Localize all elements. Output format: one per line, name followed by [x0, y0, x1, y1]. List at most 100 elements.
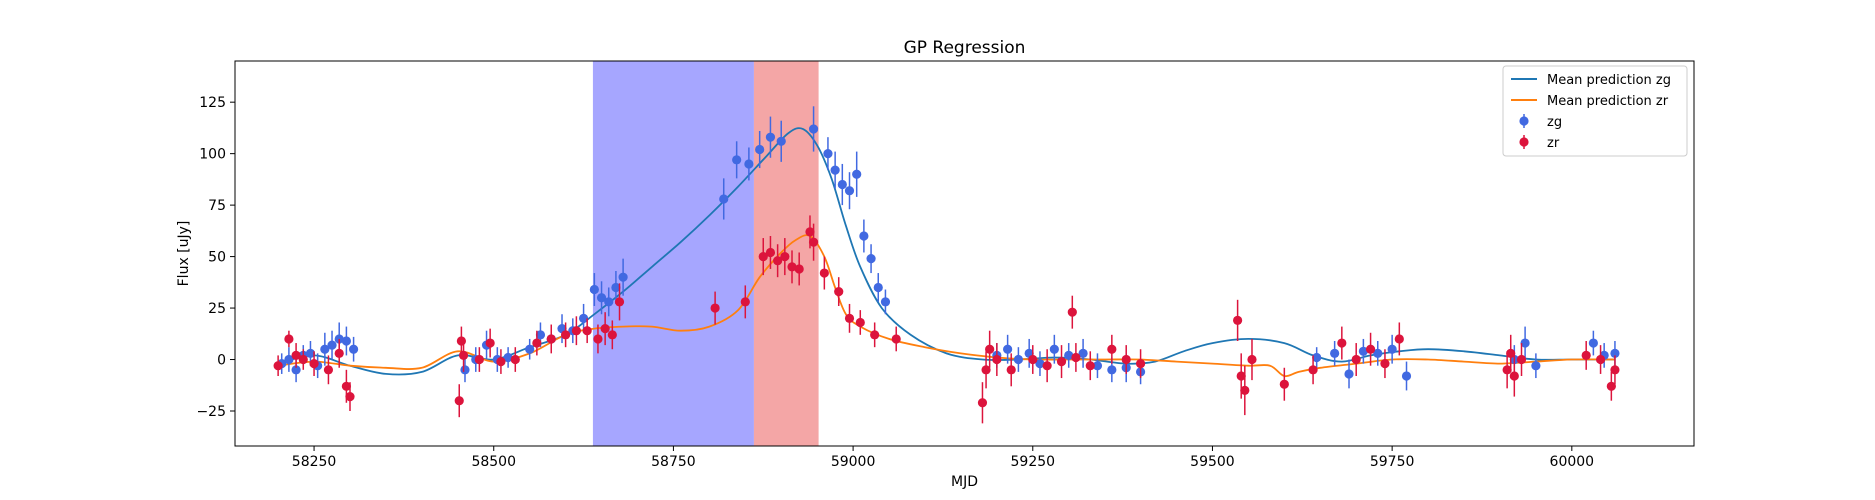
zg-marker: [873, 282, 883, 293]
zr-point: [794, 252, 804, 286]
zr-marker: [1337, 338, 1347, 348]
zr-point: [1067, 295, 1077, 329]
zr-marker: [1509, 371, 1519, 381]
zr-marker: [891, 334, 901, 344]
zr-marker: [1595, 354, 1606, 365]
zg-marker: [1035, 359, 1045, 369]
legend-swatch-zr: [1519, 135, 1529, 149]
zr-marker: [1085, 361, 1095, 371]
legend-label-mean-zg: Mean prediction zg: [1547, 73, 1671, 88]
plot-frame: [234, 60, 1695, 447]
zg-point: [1078, 338, 1088, 368]
zr-point: [891, 326, 901, 352]
zg-point: [1330, 341, 1340, 366]
zr-marker: [532, 338, 542, 348]
zr-point: [1085, 351, 1095, 381]
zr-point: [614, 283, 625, 321]
zr-marker: [834, 286, 844, 297]
zr-marker: [844, 313, 855, 323]
zr-marker: [510, 354, 520, 365]
zg-marker: [1078, 348, 1088, 358]
zr-marker: [496, 356, 506, 367]
zr-marker: [607, 330, 617, 340]
zr-point: [273, 355, 283, 376]
zg-marker: [852, 169, 862, 179]
x-axis-label: MJD: [951, 474, 978, 490]
zr-point: [710, 291, 720, 325]
y-axis-label: Flux [uJy]: [176, 221, 192, 287]
zr-point: [1056, 345, 1067, 379]
zr-point: [981, 351, 991, 389]
zr-point: [985, 330, 995, 368]
legend: Mean prediction zg Mean prediction zr zg…: [1502, 65, 1688, 157]
zg-marker: [284, 354, 294, 365]
zg-marker: [1013, 354, 1024, 365]
zg-marker: [1330, 348, 1340, 358]
zr-marker: [1365, 344, 1376, 354]
zr-marker: [1071, 352, 1081, 363]
x-tick-label: 59000: [831, 454, 876, 470]
zg-point: [348, 336, 359, 362]
zg-marker: [1003, 344, 1013, 354]
zg-point: [618, 258, 628, 296]
zr-point: [1028, 345, 1038, 374]
zg-point: [1013, 347, 1024, 372]
zr-marker: [1067, 307, 1077, 317]
zg-marker: [291, 365, 301, 375]
zg-point: [837, 163, 847, 206]
zg-marker: [341, 336, 352, 346]
zg-point: [866, 244, 876, 274]
zr-marker: [819, 268, 829, 278]
zr-point: [1502, 351, 1512, 389]
zr-marker: [1380, 359, 1390, 369]
zr-point: [1247, 338, 1257, 381]
zr-marker: [981, 365, 991, 375]
zg-marker: [460, 365, 470, 375]
zr-point: [1595, 345, 1606, 374]
zg-marker: [755, 144, 765, 155]
zr-point: [1365, 332, 1376, 366]
zg-point: [744, 147, 754, 181]
zg-marker: [1312, 352, 1322, 363]
zr-marker: [458, 350, 469, 361]
zr-point: [561, 322, 571, 348]
zg-marker: [1520, 338, 1530, 348]
legend-marker: [1519, 116, 1529, 126]
zg-marker: [604, 297, 614, 307]
zg-marker: [305, 348, 316, 358]
zg-marker: [1344, 369, 1354, 379]
zr-marker: [309, 359, 319, 369]
zr-point: [496, 349, 506, 374]
zr-point: [458, 338, 469, 372]
zr-marker: [870, 330, 880, 340]
zr-point: [1308, 355, 1318, 385]
zg-point: [719, 178, 729, 220]
x-tick-label: 58750: [651, 454, 696, 470]
zr-point: [546, 324, 556, 354]
zr-marker: [1107, 344, 1117, 354]
x-tick-label: 59500: [1190, 454, 1235, 470]
zr-marker: [1581, 350, 1591, 361]
zr-point: [1337, 326, 1347, 360]
x-axis-ticks: 58250 58500 58750 59000 59250 59500 59750 60000: [292, 446, 1594, 470]
zg-point: [341, 326, 352, 356]
zr-marker: [710, 303, 720, 313]
mean-prediction-lines: [277, 127, 1615, 378]
zr-point: [474, 347, 484, 372]
zr-marker: [787, 262, 797, 272]
zg-marker: [1387, 344, 1397, 354]
legend-box: [1502, 65, 1688, 157]
zg-point: [596, 281, 607, 315]
x-tick-label: 60000: [1550, 454, 1595, 470]
zg-marker: [525, 344, 535, 354]
zg-point: [776, 120, 786, 162]
zr-point: [1394, 322, 1404, 356]
zr-point: [532, 330, 542, 356]
zg-marker: [844, 186, 855, 196]
zr-point: [1380, 349, 1390, 379]
zr-point: [1279, 367, 1289, 401]
zr-point: [855, 310, 865, 335]
zr-marker: [571, 326, 581, 336]
zr-point: [571, 316, 581, 346]
